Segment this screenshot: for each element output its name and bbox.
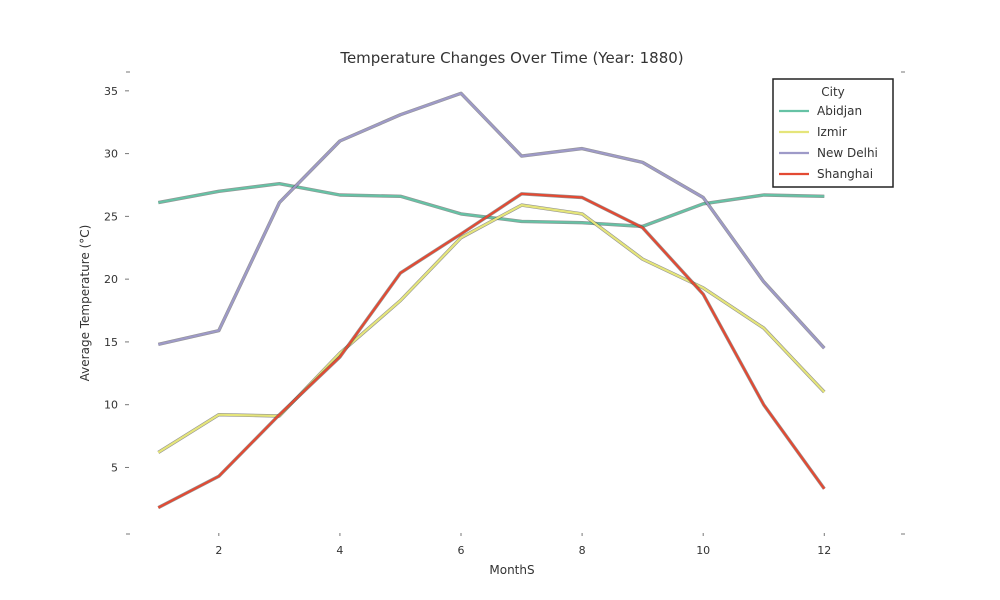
chart-title: Temperature Changes Over Time (Year: 188… (339, 49, 683, 67)
legend-label-abidjan: Abidjan (817, 104, 862, 118)
x-tick-label: 4 (336, 544, 343, 557)
legend-items: Abidjan Izmir New Delhi Shanghai (779, 104, 878, 181)
x-axis-label: MonthS (489, 563, 534, 577)
y-tick-label: 15 (104, 336, 118, 349)
series-line-izmir (157, 204, 826, 454)
series-group (157, 91, 826, 510)
series-line-shanghai (157, 192, 826, 509)
axes: 2 4 6 8 10 12 5 10 15 20 25 30 35 (104, 71, 905, 557)
x-tick-label: 10 (696, 544, 710, 557)
x-tick-label: 12 (817, 544, 831, 557)
x-tick-label: 6 (458, 544, 465, 557)
y-tick-label: 20 (104, 273, 118, 286)
y-tick-label: 35 (104, 85, 118, 98)
series-line-abidjan (158, 182, 825, 228)
series-outline-shanghai (157, 192, 826, 510)
legend-label-shanghai: Shanghai (817, 167, 873, 181)
legend-label-new-delhi: New Delhi (817, 146, 878, 160)
x-tick-label: 8 (579, 544, 586, 557)
x-tick-label: 2 (215, 544, 222, 557)
y-tick-label: 5 (111, 461, 118, 474)
y-tick-label: 10 (104, 399, 118, 412)
y-axis-label: Average Temperature (°C) (78, 225, 92, 382)
legend-title: City (821, 85, 845, 99)
legend: City Abidjan Izmir New Delhi Shanghai (772, 78, 894, 188)
y-tick-label: 30 (104, 148, 118, 161)
y-tick-label: 25 (104, 210, 118, 223)
legend-label-izmir: Izmir (817, 125, 847, 139)
series-line-new-delhi (158, 92, 826, 349)
